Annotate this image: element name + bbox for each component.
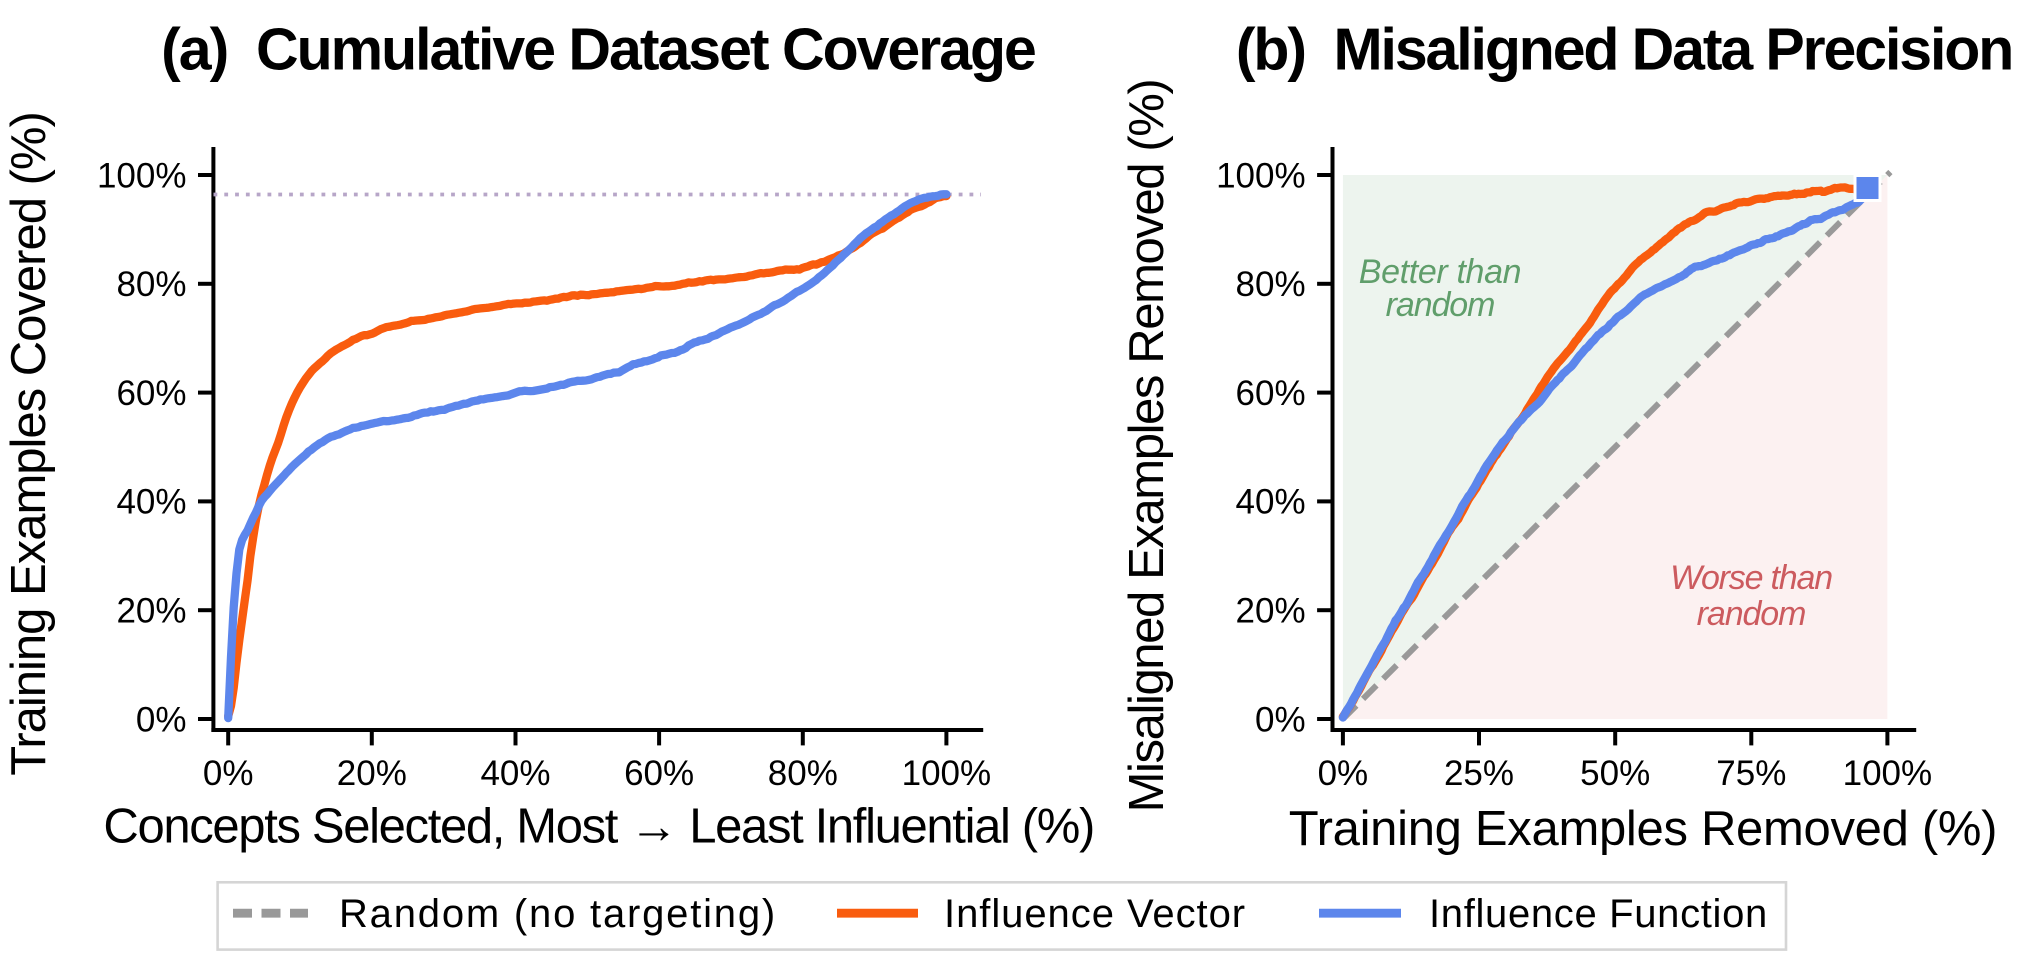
svg-text:100%: 100% (1216, 156, 1306, 195)
svg-text:80%: 80% (768, 754, 838, 793)
svg-text:80%: 80% (116, 265, 186, 304)
svg-text:random: random (1697, 595, 1806, 633)
svg-text:75%: 75% (1716, 754, 1786, 793)
svg-text:50%: 50% (1580, 754, 1650, 793)
svg-text:Misaligned Examples Removed (%: Misaligned Examples Removed (%) (1120, 80, 1174, 813)
svg-text:25%: 25% (1444, 754, 1514, 793)
svg-text:20%: 20% (337, 754, 407, 793)
svg-text:40%: 40% (480, 754, 550, 793)
svg-text:40%: 40% (116, 483, 186, 522)
svg-text:0%: 0% (1255, 700, 1306, 739)
svg-text:Worse than: Worse than (1670, 559, 1832, 597)
svg-text:60%: 60% (116, 374, 186, 413)
svg-text:20%: 20% (1236, 592, 1306, 631)
svg-text:Training Examples Covered (%): Training Examples Covered (%) (2, 112, 56, 776)
svg-text:Concepts Selected, Most → Leas: Concepts Selected, Most → Least Influent… (103, 800, 1094, 854)
svg-text:Training Examples Removed (%): Training Examples Removed (%) (1289, 802, 1997, 856)
svg-text:0%: 0% (1318, 754, 1369, 793)
svg-text:Better than: Better than (1359, 253, 1521, 291)
svg-text:20%: 20% (116, 592, 186, 631)
svg-text:Influence Function: Influence Function (1429, 892, 1768, 936)
svg-text:0%: 0% (136, 700, 187, 739)
svg-text:Random (no targeting): Random (no targeting) (339, 892, 777, 936)
svg-text:random: random (1386, 286, 1495, 324)
svg-text:40%: 40% (1236, 483, 1306, 522)
svg-text:100%: 100% (1843, 754, 1933, 793)
svg-text:100%: 100% (97, 156, 187, 195)
svg-text:(a) Cumulative Dataset Covera: (a) Cumulative Dataset Coverage (161, 17, 1035, 83)
svg-text:0%: 0% (203, 754, 254, 793)
svg-text:(b) Misaligned Data Precision: (b) Misaligned Data Precision (1236, 17, 2012, 83)
svg-text:Influence Vector: Influence Vector (944, 892, 1246, 936)
svg-text:60%: 60% (624, 754, 694, 793)
svg-text:60%: 60% (1236, 374, 1306, 413)
svg-text:80%: 80% (1236, 265, 1306, 304)
svg-text:100%: 100% (902, 754, 992, 793)
